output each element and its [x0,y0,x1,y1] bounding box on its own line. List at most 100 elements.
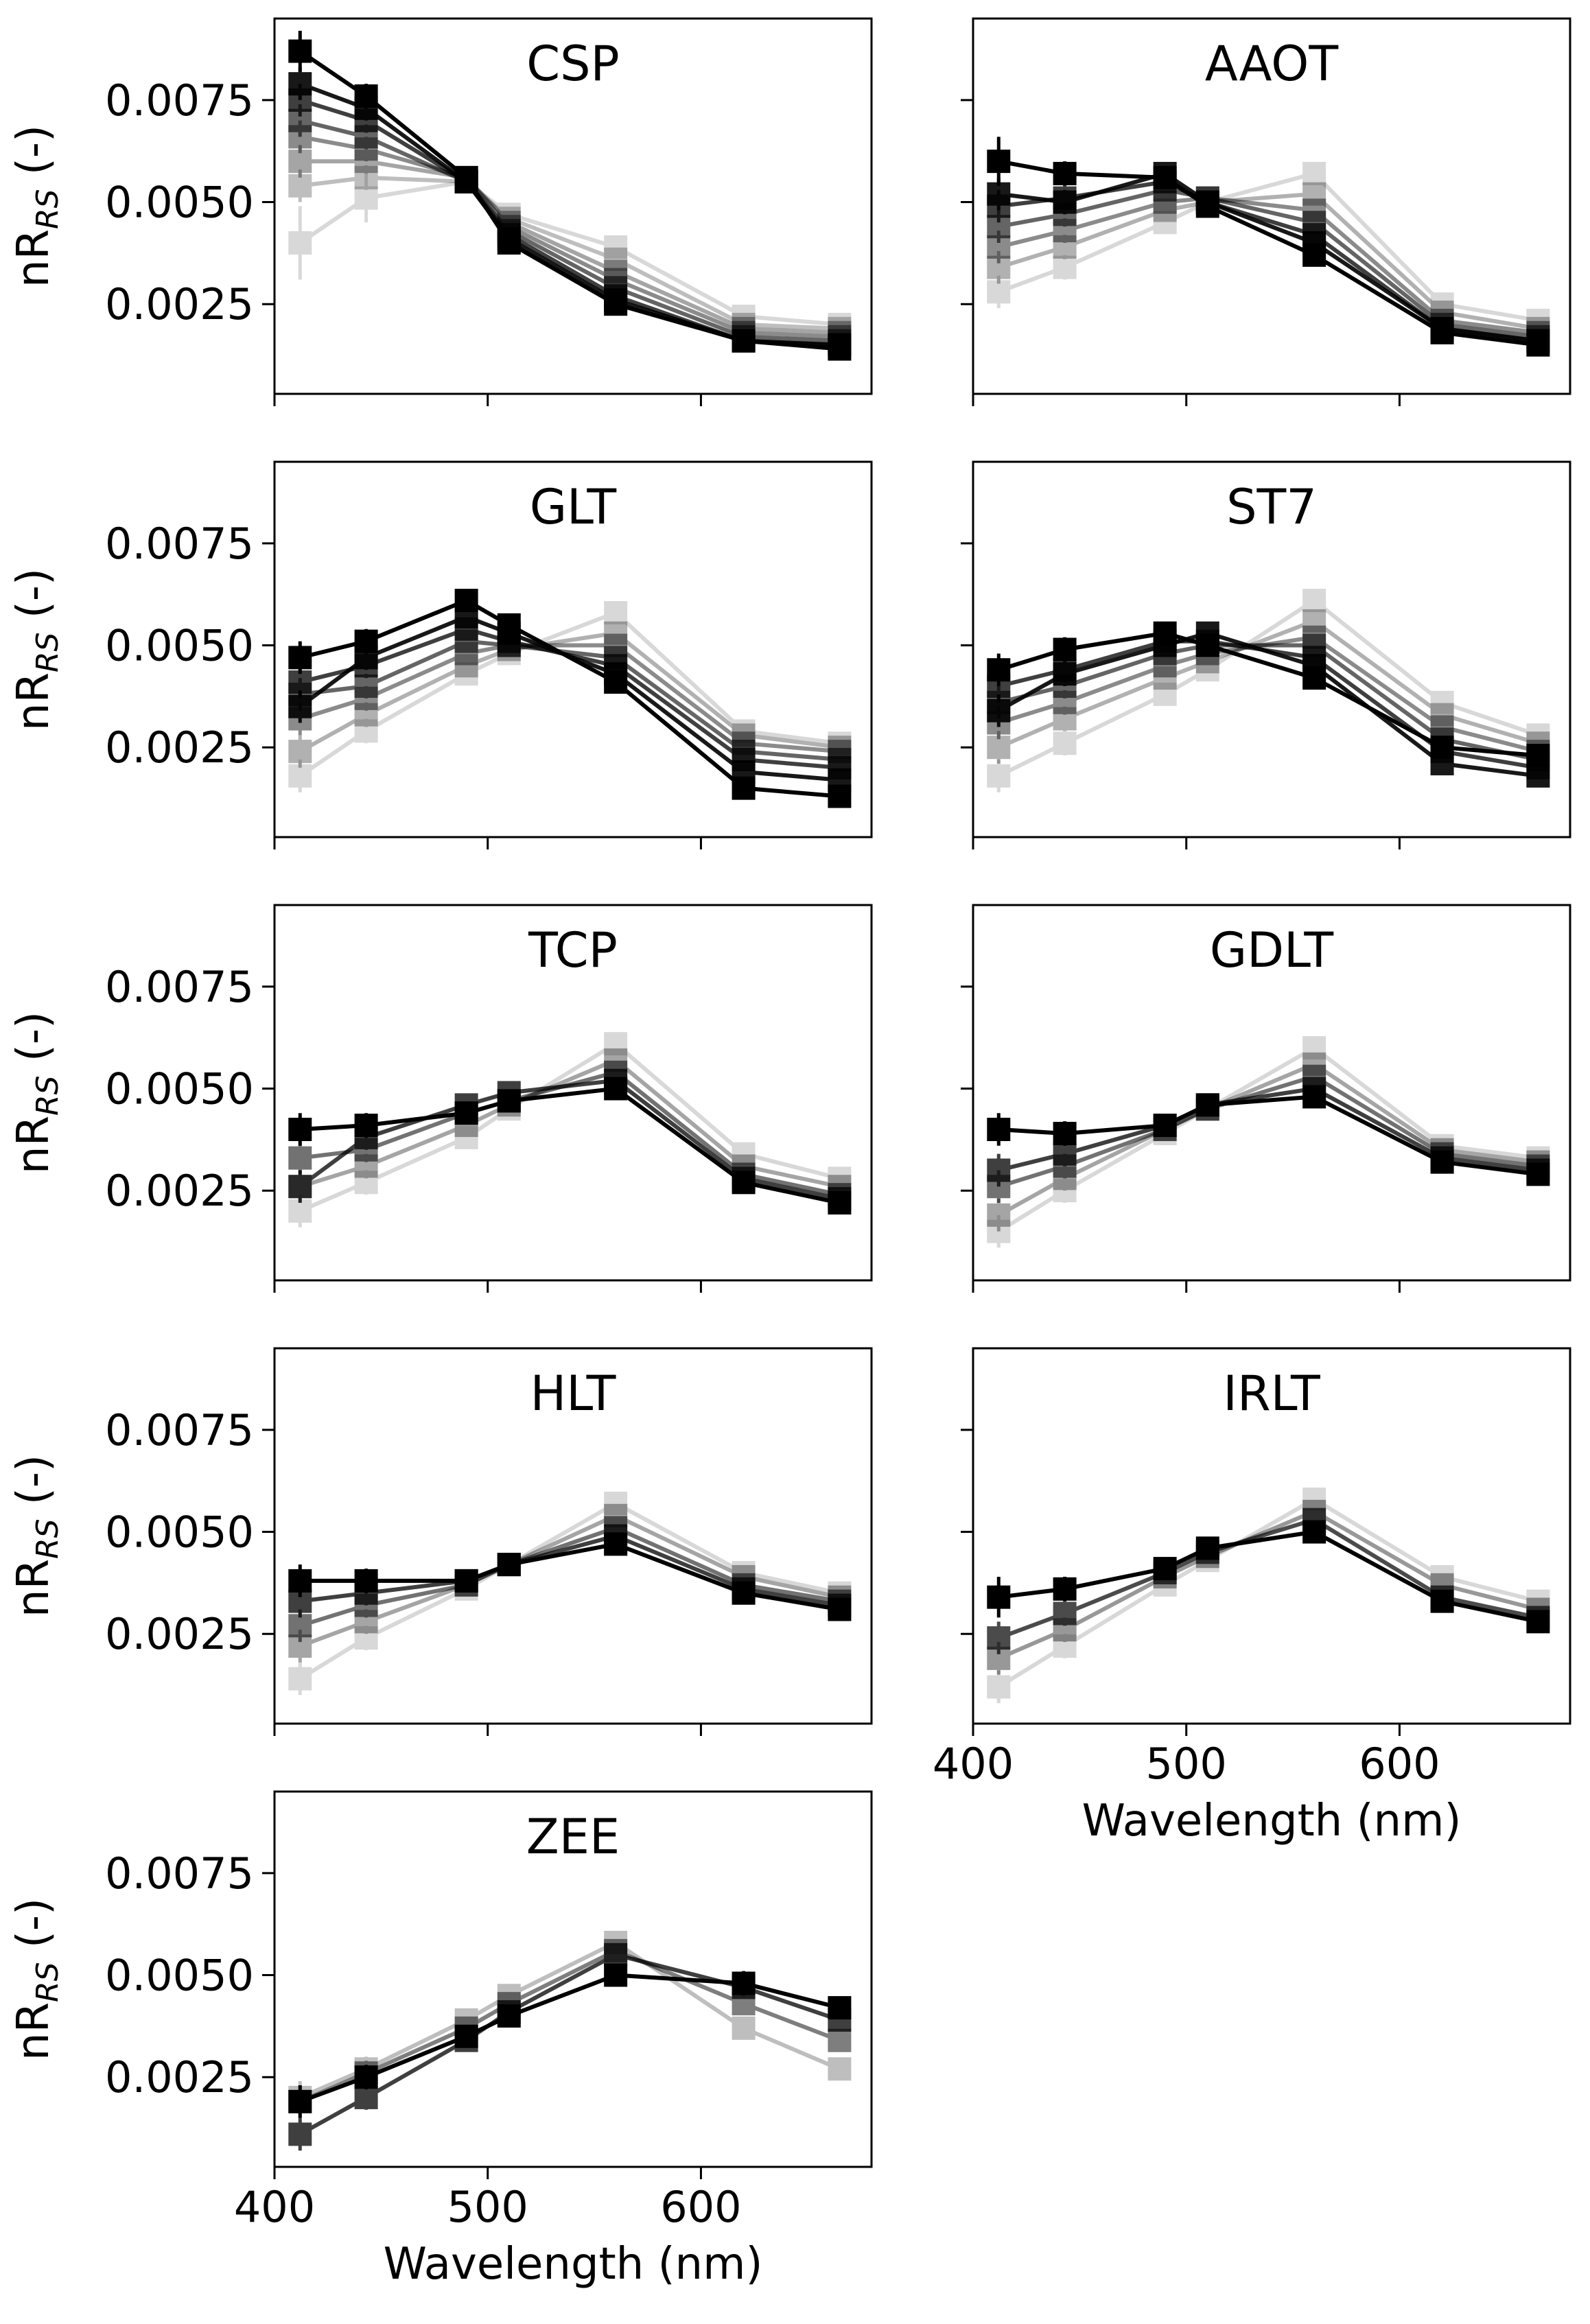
x-axis-label: Wavelength (nm) [1082,1796,1462,1846]
data-point [987,736,1011,760]
data-point [1430,1150,1454,1174]
axes-frame [273,460,873,838]
data-point [354,1626,378,1650]
data-point [288,694,312,718]
data-point [354,84,378,108]
data-point [732,719,756,743]
data-point [604,292,628,316]
data-point [1430,1564,1454,1588]
data-point [1430,292,1454,316]
data-point [497,1089,521,1113]
data-point [354,165,378,189]
data-point [288,1146,312,1170]
data-point [1153,1557,1177,1581]
data-point [987,1158,1011,1182]
data-point [1430,1589,1454,1613]
series-line [998,196,1539,335]
series-4 [288,1963,852,2118]
y-tick-label: 0.0025 [105,2052,254,2102]
data-point [1302,182,1326,206]
x-tick-label: 500 [1146,1739,1227,1789]
series-line [299,175,840,331]
data-point [1053,1121,1077,1145]
data-point [354,2065,378,2089]
data-point [288,150,312,174]
data-point [1526,764,1550,788]
series-1 [288,169,852,336]
y-tick-label: 0.0075 [105,519,254,569]
data-point [1430,703,1454,727]
data-point [1053,1142,1077,1166]
data-point [354,629,378,653]
panel-title: IRLT [1223,1365,1320,1422]
series-line [299,49,840,351]
series-line [299,134,840,339]
axes-frame [273,17,873,395]
data-point [354,1171,378,1195]
data-point [454,2024,478,2048]
data-point [288,670,312,694]
panel-title: TCP [528,922,618,978]
data-point [497,231,521,255]
y-tick-label: 0.0025 [105,1609,254,1659]
data-point [1195,1093,1219,1117]
data-point [1302,1036,1326,1060]
series-line [998,159,1539,347]
data-point [288,764,312,788]
data-point [1053,637,1077,661]
data-point [732,2016,756,2040]
data-point [288,1614,312,1638]
data-point [987,1675,1011,1699]
data-point [1430,690,1454,714]
series-line [299,1940,841,2100]
y-tick-label: 0.0025 [105,1166,254,1216]
x-tick-label: 400 [933,1739,1014,1789]
data-point [1195,633,1219,657]
data-point [732,776,756,800]
data-point [1195,658,1219,682]
data-point [604,247,628,271]
x-axis-label: Wavelength (nm) [384,2239,763,2290]
panel-gdlt: GDLT [961,904,1571,1293]
data-point [354,719,378,743]
series-7 [987,621,1550,768]
data-point [732,1142,756,1166]
data-point [1526,1610,1550,1634]
data-point [987,255,1011,279]
data-point [1153,682,1177,706]
data-point [454,589,478,613]
data-point [732,1581,756,1605]
panel-glt: GLT 0.0025 0.0050 0.0075 nRRS (-) [8,460,873,849]
data-point [1302,666,1326,690]
data-point [604,1077,628,1101]
series-7 [288,589,852,808]
y-axis-label: nRRS (-) [8,568,65,731]
data-point [732,1171,756,1195]
series-line [299,1078,841,1201]
y-tick-label: 0.0050 [105,621,254,671]
data-point [1053,731,1077,755]
data-point [288,1199,312,1223]
data-point [1053,235,1077,259]
data-point [987,1626,1011,1650]
data-point [354,674,378,699]
data-point [288,2089,312,2113]
series-5 [288,1077,852,1215]
data-point [828,2028,852,2052]
data-point [454,662,478,686]
data-point [1302,589,1326,613]
y-axis-label: nRRS (-) [8,125,65,287]
data-point [1195,194,1219,218]
series-2 [987,609,1550,764]
data-point [288,1569,312,1593]
series-line [299,1948,841,2104]
data-point [1430,736,1454,760]
data-point [354,703,378,727]
data-point [1153,666,1177,690]
y-tick-label: 0.0050 [105,1064,254,1114]
panel-title: GLT [530,479,617,535]
panel-title: AAOT [1205,36,1339,92]
axes-frame [972,904,1571,1282]
panel-hlt: HLT 0.0025 0.0050 0.0075 nRRS (-) [8,1347,873,1736]
